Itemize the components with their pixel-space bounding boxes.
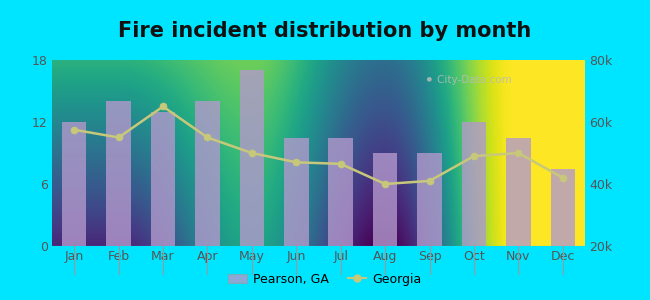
Bar (195, 101, 220, 246)
Bar (373, 153, 397, 246)
Bar (462, 122, 486, 246)
Bar (506, 137, 530, 246)
Legend: Pearson, GA, Georgia: Pearson, GA, Georgia (223, 268, 427, 291)
Bar (62, 122, 86, 246)
Bar (240, 70, 264, 246)
Bar (417, 153, 442, 246)
Bar (107, 101, 131, 246)
Bar (551, 169, 575, 246)
Text: Fire incident distribution by month: Fire incident distribution by month (118, 21, 532, 41)
Text: ⚫ City-Data.com: ⚫ City-Data.com (425, 75, 512, 85)
Bar (328, 137, 353, 246)
Bar (151, 112, 176, 246)
Bar (284, 137, 309, 246)
